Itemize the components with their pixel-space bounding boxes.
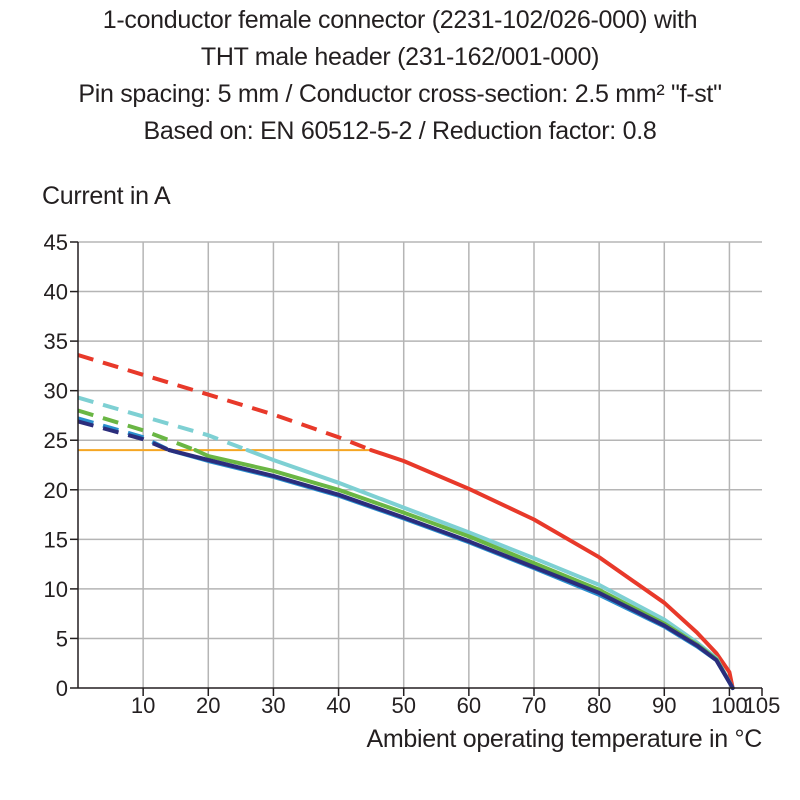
series-4-solid	[167, 448, 735, 690]
series-1-dashed	[77, 395, 249, 452]
x-tick-label-2: 30	[261, 693, 285, 718]
x-tick-label-9: 100	[711, 693, 748, 718]
y-tick-label-1: 5	[56, 626, 68, 651]
x-tick-label-3: 40	[326, 693, 350, 718]
axes	[70, 241, 763, 696]
title-line-3: Pin spacing: 5 mm / Conductor cross-sect…	[78, 80, 722, 108]
x-tick-label-6: 70	[522, 693, 546, 718]
x-tick-label-1: 20	[196, 693, 220, 718]
x-tick-label-10: 105	[744, 693, 781, 718]
x-tick-label-5: 60	[457, 693, 481, 718]
y-tick-label-4: 20	[44, 478, 68, 503]
y-tick-labels: 0 5 10 15 20 25 30 35 40 45	[44, 230, 68, 701]
y-tick-label-0: 0	[56, 676, 68, 701]
x-tick-label-7: 80	[587, 693, 611, 718]
series-lines	[77, 353, 735, 690]
series-0-solid	[369, 448, 735, 690]
y-tick-label-9: 45	[44, 230, 68, 255]
x-axis-label: Ambient operating temperature in °C	[366, 725, 762, 753]
y-tick-label-5: 25	[44, 428, 68, 453]
x-tick-label-8: 90	[652, 693, 676, 718]
grid	[78, 241, 762, 688]
y-tick-label-3: 15	[44, 527, 68, 552]
x-tick-label-4: 50	[391, 693, 415, 718]
y-tick-label-6: 30	[44, 379, 68, 404]
series-0-dashed	[77, 353, 372, 452]
y-tick-label-2: 10	[44, 577, 68, 602]
y-tick-label-8: 40	[44, 280, 68, 305]
chart-title: 1-conductor female connector (2231-102/0…	[0, 2, 800, 150]
x-tick-label-0: 10	[131, 693, 155, 718]
series-4-dashed	[77, 419, 170, 452]
series-3-solid	[167, 448, 735, 690]
series-2-dashed	[77, 408, 197, 452]
title-line-1: 1-conductor female connector (2231-102/0…	[102, 6, 698, 34]
title-line-2: THT male header (231-162/001-000)	[200, 43, 600, 71]
y-tick-label-7: 35	[44, 329, 68, 354]
title-line-4: Based on: EN 60512-5-2 / Reduction facto…	[143, 117, 657, 145]
y-axis-label: Current in A	[42, 182, 171, 210]
